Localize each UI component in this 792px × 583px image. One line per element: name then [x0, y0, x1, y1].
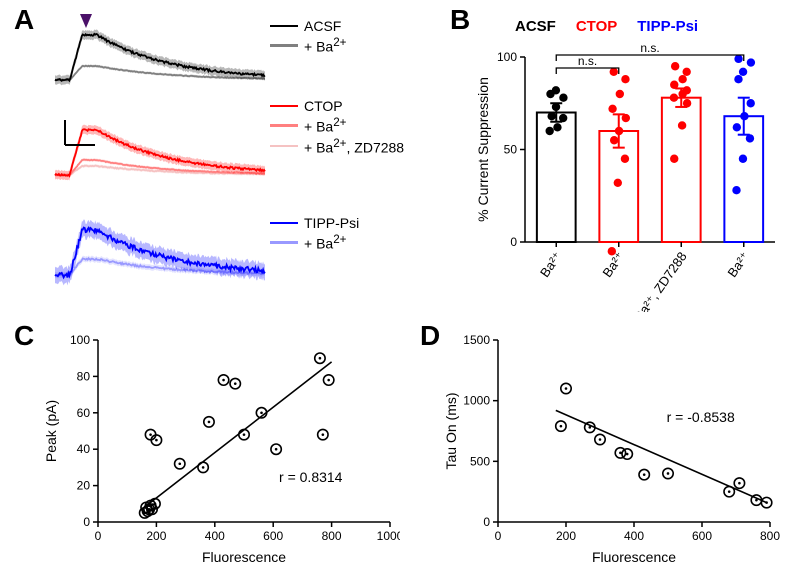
svg-text:100: 100: [497, 50, 517, 64]
panel-label-b: B: [450, 4, 470, 36]
svg-text:0: 0: [95, 529, 102, 543]
panel-c-scatter: 0 200 400 600 800 1000 0 20 40 60 80 100 Fluorescenc…: [40, 330, 400, 570]
svg-text:Fluorescence: Fluorescence: [202, 549, 286, 565]
svg-text:Tau On (ms): Tau On (ms): [443, 392, 459, 469]
panel-d-scatter: 0 200 400 600 800 0 500 1000 1500 Fluorescence Tau…: [440, 330, 780, 570]
panel-b-chart: ACSFCTOPTIPP-Psi 050100% Current Suppres…: [470, 10, 780, 310]
svg-text:n.s.: n.s.: [578, 54, 597, 68]
svg-text:Fluorescence: Fluorescence: [592, 549, 676, 565]
svg-text:100: 100: [70, 333, 90, 347]
panel-label-d: D: [420, 320, 440, 352]
svg-text:20: 20: [77, 479, 91, 493]
svg-text:500: 500: [470, 454, 490, 468]
svg-text:200: 200: [146, 529, 166, 543]
svg-text:Ba²⁺: Ba²⁺: [599, 249, 627, 280]
svg-text:1500: 1500: [463, 333, 490, 347]
svg-text:0: 0: [510, 235, 517, 249]
panel-a-legend-group: CTOP+ Ba2++ Ba2+, ZD7288: [270, 98, 404, 157]
svg-text:60: 60: [77, 406, 91, 420]
svg-text:0: 0: [83, 515, 90, 529]
svg-text:200: 200: [556, 529, 576, 543]
svg-text:n.s.: n.s.: [640, 41, 659, 55]
svg-text:Ba²⁺, ZD7288: Ba²⁺, ZD7288: [631, 249, 690, 312]
svg-text:1000: 1000: [377, 529, 400, 543]
svg-text:50: 50: [504, 143, 518, 157]
svg-text:Ba²⁺: Ba²⁺: [537, 249, 565, 280]
svg-text:1000: 1000: [463, 394, 490, 408]
panel-a-legend-group: ACSF+ Ba2+: [270, 18, 347, 57]
scatter-c-svg: 0 200 400 600 800 1000 0 20 40 60 80 100 Fluorescenc…: [40, 330, 400, 570]
panel-a-legend-group: TIPP-Psi+ Ba2+: [270, 215, 359, 254]
svg-text:40: 40: [77, 442, 91, 456]
svg-text:% Current Suppression: % Current Suppression: [475, 77, 491, 222]
scatter-d-svg: 0 200 400 600 800 0 500 1000 1500 Fluorescence Tau…: [440, 330, 780, 570]
svg-text:0: 0: [495, 529, 502, 543]
svg-text:Ba²⁺: Ba²⁺: [724, 249, 752, 280]
svg-text:r = -0.8538: r = -0.8538: [667, 409, 735, 425]
svg-text:Peak (pA): Peak (pA): [43, 400, 59, 462]
svg-text:r = 0.8314: r = 0.8314: [279, 469, 343, 485]
svg-text:800: 800: [760, 529, 780, 543]
svg-text:800: 800: [322, 529, 342, 543]
panel-label-c: C: [14, 320, 34, 352]
svg-text:400: 400: [205, 529, 225, 543]
svg-text:600: 600: [263, 529, 283, 543]
svg-text:0: 0: [483, 515, 490, 529]
svg-text:400: 400: [624, 529, 644, 543]
bar-chart-svg: 050100% Current SuppressionBa²⁺Ba²⁺Ba²⁺,…: [470, 32, 780, 312]
traces-svg: [30, 10, 440, 310]
svg-text:80: 80: [77, 369, 91, 383]
svg-text:600: 600: [692, 529, 712, 543]
